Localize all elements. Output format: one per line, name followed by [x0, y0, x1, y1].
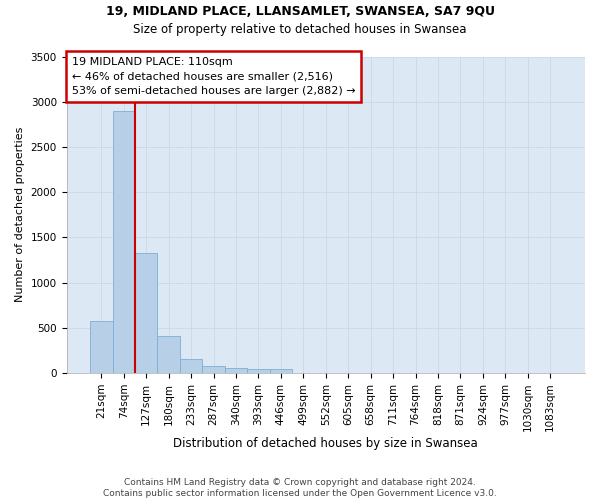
- Text: 19, MIDLAND PLACE, LLANSAMLET, SWANSEA, SA7 9QU: 19, MIDLAND PLACE, LLANSAMLET, SWANSEA, …: [106, 5, 494, 18]
- X-axis label: Distribution of detached houses by size in Swansea: Distribution of detached houses by size …: [173, 437, 478, 450]
- Bar: [113, 111, 135, 373]
- Bar: [135, 253, 157, 373]
- Text: Contains HM Land Registry data © Crown copyright and database right 2024.
Contai: Contains HM Land Registry data © Crown c…: [103, 478, 497, 498]
- Bar: [202, 366, 225, 373]
- Bar: [247, 369, 269, 373]
- Bar: [225, 368, 247, 373]
- Bar: [269, 370, 292, 373]
- Bar: [180, 359, 202, 373]
- Text: Size of property relative to detached houses in Swansea: Size of property relative to detached ho…: [133, 22, 467, 36]
- Y-axis label: Number of detached properties: Number of detached properties: [15, 127, 25, 302]
- Bar: [157, 336, 180, 373]
- Bar: [90, 321, 113, 373]
- Text: 19 MIDLAND PLACE: 110sqm
← 46% of detached houses are smaller (2,516)
53% of sem: 19 MIDLAND PLACE: 110sqm ← 46% of detach…: [72, 56, 355, 96]
